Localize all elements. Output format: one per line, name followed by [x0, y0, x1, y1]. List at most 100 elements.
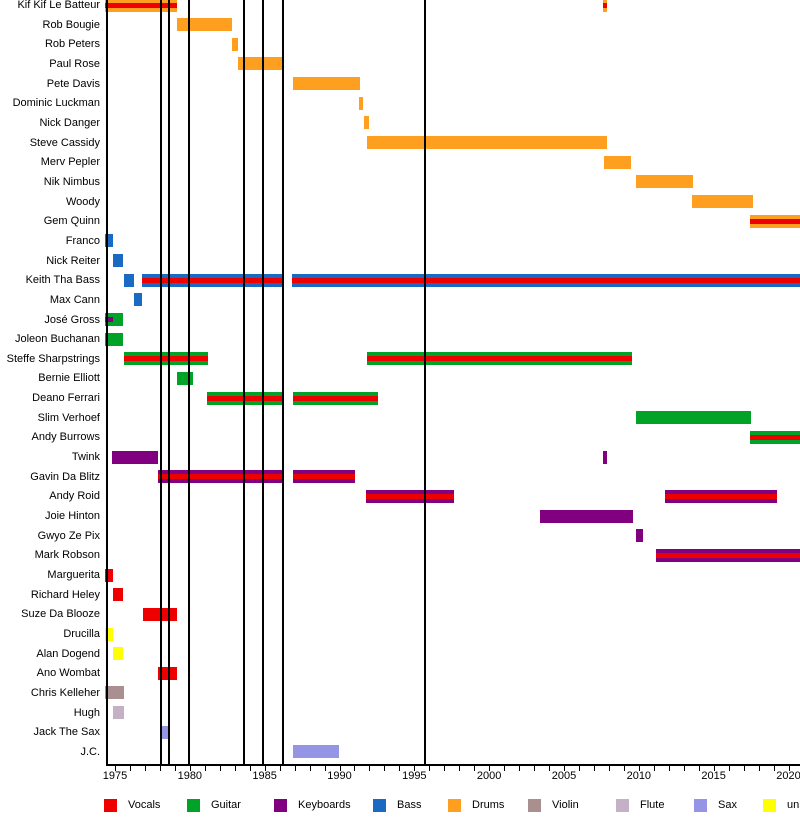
- timeline-bar: [105, 332, 124, 346]
- timeline-bar: [358, 96, 364, 110]
- timeline-bar: [603, 155, 632, 169]
- member-label: Nik Nimbus: [43, 175, 100, 188]
- timeline-bar: [105, 234, 113, 248]
- legend-swatch-flute: [616, 799, 629, 812]
- member-label: Keith Tha Bass: [25, 274, 100, 287]
- timeline-bar: [635, 175, 693, 189]
- timeline-bar: [238, 57, 283, 71]
- member-label: Kif Kif Le Batteur: [17, 0, 100, 11]
- member-label: J.C.: [80, 745, 100, 758]
- x-tick-label: 2015: [701, 770, 726, 782]
- timeline-bar: [112, 706, 124, 720]
- member-label: Richard Heley: [30, 588, 100, 601]
- x-tick: [564, 766, 565, 771]
- legend-label-violin: Violin: [552, 799, 579, 811]
- timeline-bar: [112, 647, 124, 661]
- member-label: Joleon Buchanan: [14, 333, 100, 346]
- timeline-bar: [656, 548, 800, 562]
- timeline-bar: [635, 411, 752, 425]
- x-axis-line: [106, 764, 800, 766]
- event-line: [188, 0, 191, 765]
- member-label: Gem Quinn: [43, 215, 100, 228]
- member-label: Dominic Luckman: [12, 97, 100, 110]
- timeline-bar: [105, 686, 124, 700]
- x-tick: [294, 766, 296, 771]
- timeline-bar: [177, 371, 193, 385]
- legend-label-sax: Sax: [718, 799, 737, 811]
- member-label: José Gross: [44, 313, 100, 326]
- member-label: Twink: [71, 451, 100, 464]
- x-tick: [683, 766, 685, 771]
- timeline-bar: [112, 254, 124, 268]
- timeline-bar: [367, 136, 608, 150]
- timeline-bar: [112, 588, 124, 602]
- x-tick: [713, 766, 715, 771]
- event-line: [167, 0, 170, 765]
- legend-label-guitar: Guitar: [211, 799, 241, 811]
- legend-label-unknown: unknown: [787, 799, 800, 811]
- timeline-bar: [749, 214, 800, 228]
- member-label: Hugh: [73, 706, 100, 719]
- x-tick: [459, 766, 461, 771]
- timeline-bar: [177, 18, 232, 32]
- timeline-bar: [105, 313, 124, 326]
- legend-label-vocals: Vocals: [128, 799, 161, 811]
- event-line: [159, 0, 162, 765]
- legend-label-flute: Flute: [640, 799, 665, 811]
- x-tick: [698, 766, 700, 771]
- legend-swatch-violin: [528, 799, 541, 812]
- legend-swatch-keyboards: [274, 799, 287, 812]
- x-tick: [474, 766, 476, 771]
- event-line: [262, 0, 265, 765]
- x-tick: [489, 766, 491, 771]
- x-tick: [549, 766, 551, 771]
- member-label: Bernie Elliott: [38, 372, 100, 385]
- x-tick-label: 1975: [102, 770, 128, 782]
- member-label: Suze Da Blooze: [21, 608, 100, 621]
- x-tick-label: 1995: [402, 770, 427, 782]
- member-label: Max Cann: [49, 293, 100, 306]
- member-label: Alan Dogend: [36, 647, 100, 660]
- member-label: Marguerita: [47, 569, 100, 582]
- x-tick: [504, 766, 506, 771]
- y-axis-line: [106, 0, 108, 765]
- timeline-bar: [665, 489, 777, 503]
- timeline-bar: [367, 352, 633, 366]
- timeline-bar: [141, 273, 283, 287]
- timeline-bar: [293, 391, 379, 405]
- x-tick: [444, 766, 446, 771]
- timeline-bar: [691, 195, 753, 209]
- member-label: Rob Peters: [44, 38, 100, 51]
- member-label: Steffe Sharpstrings: [6, 352, 100, 365]
- legend-swatch-vocals: [104, 799, 117, 812]
- x-tick: [788, 766, 790, 771]
- timeline-bar: [112, 450, 158, 464]
- x-tick-label: 2000: [476, 770, 502, 782]
- legend-label-bass: Bass: [397, 799, 422, 811]
- x-tick: [384, 766, 386, 771]
- x-tick-label: 1985: [252, 770, 277, 782]
- timeline-bar: [292, 273, 800, 287]
- x-tick: [399, 766, 401, 771]
- x-tick: [144, 766, 146, 771]
- timeline-bar: [231, 37, 239, 51]
- x-tick: [534, 766, 536, 771]
- member-label: Andy Roid: [49, 490, 100, 503]
- member-label: Nick Reiter: [46, 254, 100, 267]
- member-label: Slim Verhoef: [37, 411, 100, 424]
- timeline-bar: [602, 450, 607, 464]
- member-label: Joie Hinton: [44, 510, 100, 523]
- member-label: Andy Burrows: [31, 431, 100, 444]
- member-label: Ano Wombat: [36, 667, 100, 680]
- legend-label-keyboards: Keyboards: [298, 799, 351, 811]
- x-tick: [414, 766, 416, 771]
- x-tick: [728, 766, 730, 771]
- member-label: Franco: [65, 234, 100, 247]
- x-tick: [623, 766, 625, 771]
- legend-label-drums: Drums: [472, 799, 505, 811]
- member-label: Mark Robson: [34, 549, 100, 562]
- x-tick: [115, 766, 116, 771]
- x-tick: [369, 766, 371, 771]
- member-label: Merv Pepler: [40, 156, 100, 169]
